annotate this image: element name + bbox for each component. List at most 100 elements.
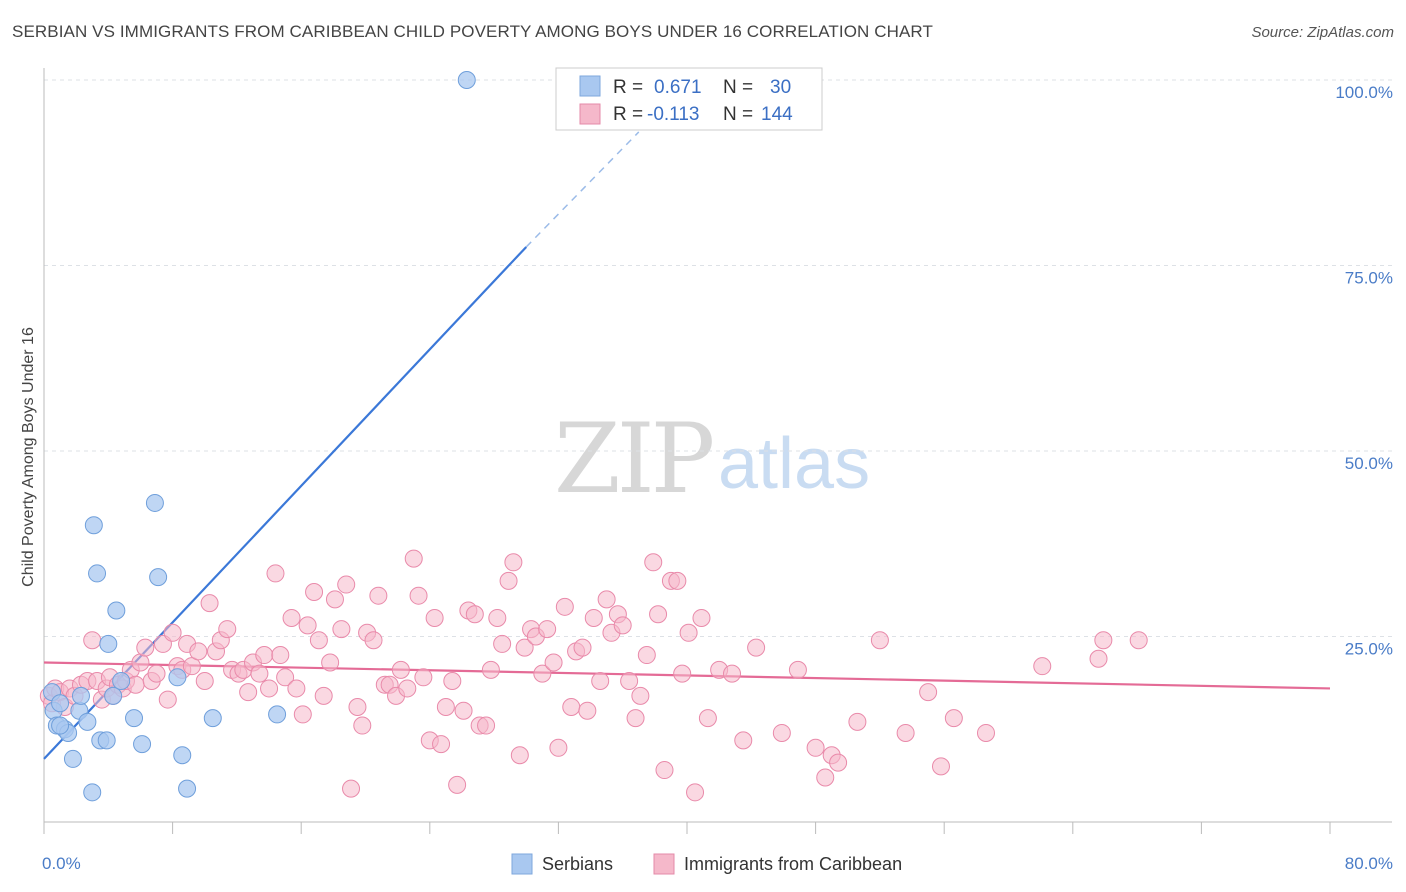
point-serbian-21	[149, 568, 168, 587]
x-tick-label-min: 0.0%	[42, 854, 81, 873]
point-caribbean-9	[83, 631, 102, 650]
point-caribbean-96	[549, 738, 568, 757]
point-caribbean-56	[325, 590, 344, 609]
point-caribbean-72	[414, 668, 433, 687]
point-caribbean-59	[342, 779, 361, 798]
point-serbian-14	[99, 634, 118, 653]
tick-labels: 25.0% 50.0% 75.0% 100.0% 0.0% 80.0%	[42, 83, 1393, 873]
point-caribbean-63	[364, 631, 383, 650]
point-caribbean-102	[584, 608, 603, 627]
point-caribbean-118	[679, 623, 698, 642]
point-caribbean-107	[613, 616, 632, 635]
point-caribbean-104	[597, 590, 616, 609]
legend-r-label-2: R =	[613, 104, 643, 125]
point-serbian-26	[268, 705, 287, 724]
point-serbian-3	[51, 694, 70, 713]
correlation-legend: R = 0.671 N = 30 R = -0.113 N = 144	[555, 67, 823, 131]
watermark-atlas: atlas	[718, 424, 870, 504]
point-serbian-16	[107, 601, 126, 620]
point-caribbean-54	[314, 686, 333, 705]
point-caribbean-31	[189, 642, 208, 661]
point-caribbean-52	[305, 582, 324, 601]
point-caribbean-42	[250, 664, 269, 683]
point-caribbean-87	[499, 571, 518, 590]
point-serbian-28	[83, 783, 102, 802]
source-label: Source: ZipAtlas.com	[1251, 24, 1394, 41]
point-caribbean-111	[637, 646, 656, 665]
bottom-legend-swatch-caribbean	[653, 853, 675, 875]
legend-r-value-1: 0.671	[654, 77, 702, 98]
point-serbian-15	[104, 686, 123, 705]
point-serbian-27	[457, 71, 476, 89]
point-caribbean-134	[896, 723, 915, 742]
point-serbian-25	[203, 709, 222, 728]
point-caribbean-46	[271, 646, 290, 665]
point-caribbean-101	[578, 701, 597, 720]
point-caribbean-33	[200, 594, 219, 613]
point-caribbean-48	[282, 608, 301, 627]
point-caribbean-123	[723, 664, 742, 683]
point-caribbean-93	[533, 664, 552, 683]
y-tick-label-75: 75.0%	[1345, 269, 1393, 288]
point-caribbean-69	[398, 679, 417, 698]
y-tick-label-50: 50.0%	[1345, 454, 1393, 473]
point-caribbean-21	[136, 638, 155, 657]
point-caribbean-126	[772, 723, 791, 742]
point-caribbean-84	[481, 660, 500, 679]
point-caribbean-112	[644, 553, 663, 572]
point-caribbean-133	[870, 631, 889, 650]
data-points	[39, 71, 1148, 802]
point-serbian-18	[125, 709, 144, 728]
point-caribbean-75	[432, 735, 451, 754]
point-serbian-23	[173, 746, 192, 765]
point-serbian-22	[168, 668, 187, 687]
point-caribbean-49	[287, 679, 306, 698]
point-caribbean-76	[436, 697, 455, 716]
point-caribbean-108	[620, 672, 639, 691]
point-caribbean-140	[1089, 649, 1108, 668]
point-caribbean-100	[573, 638, 592, 657]
point-caribbean-57	[332, 620, 351, 639]
point-serbian-20	[145, 493, 164, 512]
point-caribbean-116	[668, 571, 687, 590]
point-caribbean-94	[538, 620, 557, 639]
point-serbian-29	[51, 716, 70, 735]
point-caribbean-78	[448, 775, 467, 794]
point-caribbean-135	[919, 683, 938, 702]
legend-n-label-1: N =	[723, 77, 753, 98]
point-serbian-19	[133, 735, 152, 754]
point-serbian-9	[78, 712, 97, 731]
point-caribbean-68	[391, 660, 410, 679]
point-caribbean-81	[465, 605, 484, 624]
point-caribbean-55	[321, 653, 340, 672]
point-caribbean-132	[848, 712, 867, 731]
bottom-legend-swatch-serbians	[511, 853, 533, 875]
point-caribbean-90	[515, 638, 534, 657]
point-caribbean-88	[504, 553, 523, 572]
point-caribbean-32	[195, 672, 214, 691]
point-caribbean-70	[404, 549, 423, 568]
point-caribbean-83	[477, 716, 496, 735]
point-caribbean-30	[182, 657, 201, 676]
legend-swatch-caribbean	[579, 103, 601, 125]
legend-n-value-2: 144	[761, 104, 793, 125]
point-serbian-6	[63, 749, 82, 768]
legend-r-value-2: -0.113	[647, 104, 699, 125]
point-caribbean-89	[510, 746, 529, 765]
bottom-legend-caribbean: Immigrants from Caribbean	[684, 854, 902, 874]
point-caribbean-119	[686, 783, 705, 802]
point-caribbean-85	[488, 608, 507, 627]
point-caribbean-114	[655, 761, 674, 780]
point-caribbean-125	[747, 638, 766, 657]
point-caribbean-47	[276, 668, 295, 687]
point-caribbean-60	[348, 697, 367, 716]
bottom-legend-serbians: Serbians	[542, 854, 613, 874]
series-legend: Serbians Immigrants from Caribbean	[511, 853, 902, 875]
point-caribbean-142	[1129, 631, 1148, 650]
point-caribbean-53	[309, 631, 328, 650]
point-caribbean-25	[158, 690, 177, 709]
point-caribbean-71	[409, 586, 428, 605]
point-caribbean-117	[673, 664, 692, 683]
trend-line-serbians-extension	[525, 131, 640, 248]
